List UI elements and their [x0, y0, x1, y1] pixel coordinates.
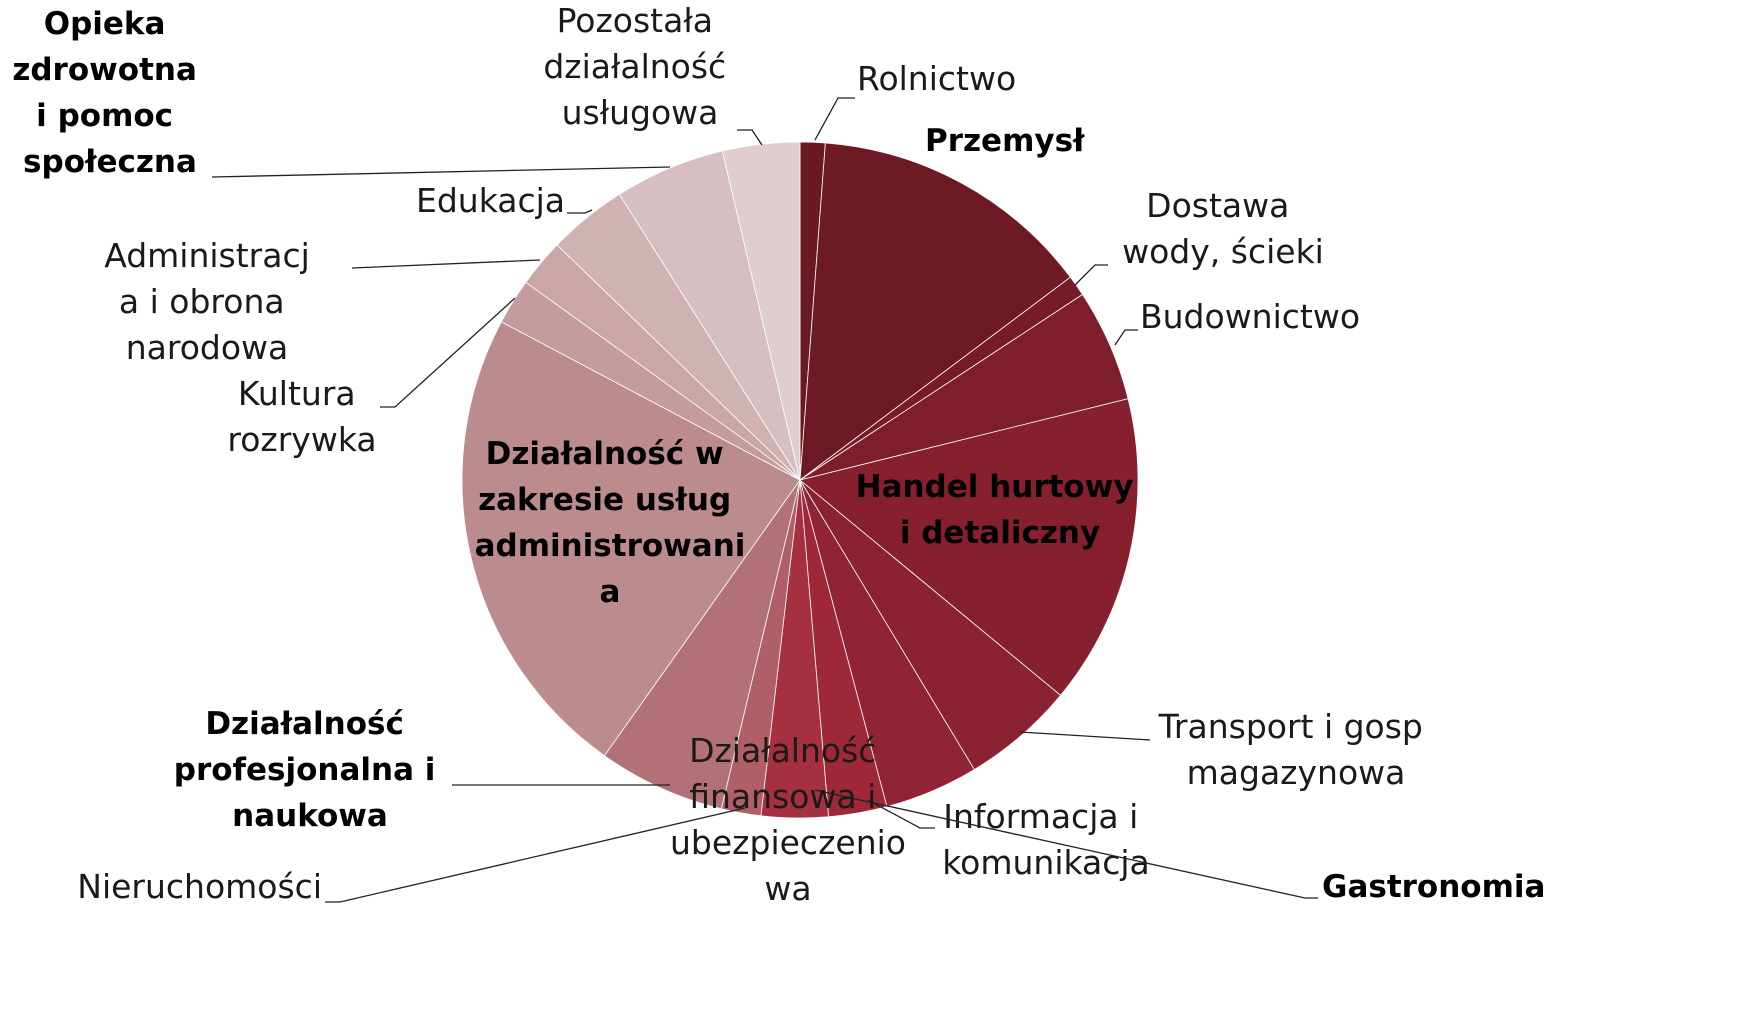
label-line: narodowa	[126, 328, 289, 367]
label-line: Działalność w	[486, 436, 735, 472]
label-line: Rolnictwo	[857, 59, 1016, 98]
slice-label: Informacja i komunikacja	[942, 797, 1150, 882]
pie-slice	[461, 321, 801, 757]
leader-line	[814, 97, 855, 141]
label-line: zdrowotna	[12, 52, 207, 88]
slice-label: Edukacja	[416, 181, 565, 220]
slice-label: Dostawa wody, ścieki	[1122, 186, 1324, 271]
label-line: a	[600, 574, 621, 610]
pie-slice	[799, 398, 1139, 696]
label-line: Edukacja	[416, 181, 565, 220]
label-line: i pomoc	[36, 98, 184, 134]
slice-label: Transport i gosp magazynowa	[1158, 707, 1434, 792]
slice-label: Handel hurtowy i detaliczny	[856, 469, 1145, 551]
leader-line	[567, 209, 593, 214]
label-line: wody, ścieki	[1122, 232, 1324, 271]
label-line: finansowa i	[689, 777, 887, 816]
label-line: Opieka	[44, 6, 177, 42]
slice-label: Gastronomia	[1322, 869, 1545, 905]
label-line: Działalność	[689, 731, 887, 770]
label-line: i detaliczny	[900, 515, 1100, 551]
leader-line	[380, 297, 516, 408]
label-line: Budownictwo	[1140, 297, 1360, 336]
leader-line	[867, 799, 935, 829]
label-line: Transport i gosp	[1158, 707, 1434, 746]
label-line: usługowa	[562, 93, 719, 132]
leader-line	[737, 129, 763, 146]
leader-line	[1074, 264, 1108, 286]
label-line: działalność	[543, 47, 736, 86]
slice-label: Pozostała działalność usługowa	[543, 1, 736, 132]
slice-label: Budownictwo	[1140, 297, 1360, 336]
label-line: Handel hurtowy	[856, 469, 1145, 505]
label-line: administrowani	[475, 528, 746, 564]
leader-line	[814, 789, 1318, 899]
label-line: Kultura	[238, 374, 366, 413]
label-line: naukowa	[232, 798, 388, 834]
label-line: Pozostała	[557, 1, 724, 40]
label-line: Gastronomia	[1322, 869, 1545, 905]
label-line: Administracj	[104, 236, 310, 275]
label-line: społeczna	[23, 144, 197, 180]
label-line: ubezpieczenio	[670, 823, 906, 862]
label-line: profesjonalna i	[174, 752, 446, 788]
slice-label: Rolnictwo	[857, 59, 1016, 98]
slice-label: Kultura rozrywka	[227, 374, 376, 459]
label-line: a i obrona	[119, 282, 295, 321]
slice-label: Działalność profesjonalna i naukowa	[174, 706, 446, 834]
leader-line	[1019, 731, 1151, 741]
label-line: komunikacja	[942, 843, 1150, 882]
leader-line	[211, 166, 671, 178]
label-line: wa	[764, 869, 811, 908]
leader-line	[325, 807, 746, 903]
slice-label: Opieka zdrowotna i pomoc społeczna	[12, 6, 207, 180]
label-line: magazynowa	[1187, 753, 1406, 792]
pie-slice	[799, 142, 1071, 481]
slice-label: Działalność w zakresie usług administrow…	[475, 436, 746, 610]
label-line: rozrywka	[227, 420, 376, 459]
slice-label: Nieruchomości	[77, 867, 322, 906]
leader-line	[1114, 329, 1138, 346]
label-line: Działalność	[205, 706, 414, 742]
pie-slice	[603, 479, 801, 810]
slice-label: Działalność finansowa i ubezpieczenio wa	[670, 731, 906, 908]
slice-label: Przemysł	[925, 123, 1086, 159]
label-line: Nieruchomości	[77, 867, 322, 906]
label-line: zakresie usług	[478, 482, 742, 518]
label-line: Przemysł	[925, 123, 1086, 159]
slice-label: Administracj a i obrona narodowa	[104, 236, 310, 367]
leader-line	[351, 259, 541, 269]
label-line: Dostawa	[1146, 186, 1300, 225]
label-line: Informacja i	[943, 797, 1149, 836]
